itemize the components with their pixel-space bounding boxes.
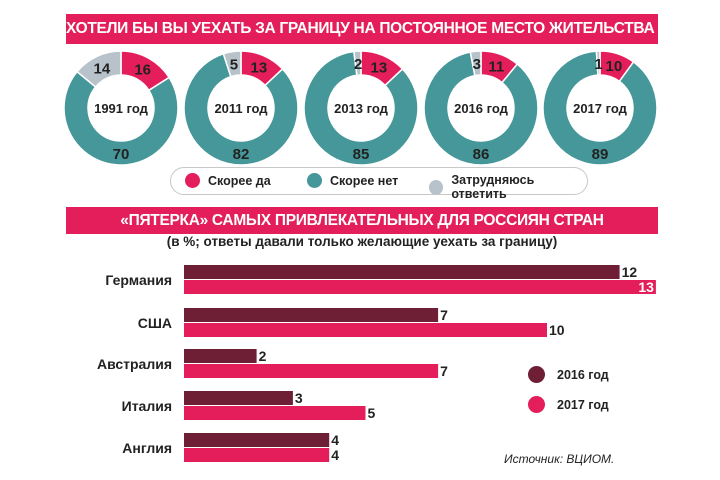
- donut-slice-unsure: [469, 50, 482, 77]
- bar-value-label: 2: [259, 348, 267, 364]
- donut-center-label: 2016 год: [454, 101, 509, 116]
- donut-value-yes: 16: [134, 62, 151, 79]
- legend-item-yes: Скорее да: [185, 173, 271, 188]
- legend-dot-no: [307, 173, 322, 188]
- source-note: Источник: ВЦИОМ.: [504, 452, 615, 466]
- donut-value-no: 82: [233, 146, 250, 163]
- donut-value-yes: 10: [606, 58, 623, 75]
- bar-2017: [184, 448, 330, 462]
- bar-value-label: 4: [331, 447, 339, 463]
- donut-center-label: 1991 год: [94, 101, 149, 116]
- bar-2016: [184, 433, 330, 447]
- donut-value-yes: 13: [251, 60, 268, 77]
- donut-value-unsure: 2: [354, 56, 362, 73]
- bar-category-label: Англия: [122, 440, 172, 456]
- bar-value-label: 7: [440, 363, 448, 379]
- donut-value-no: 86: [473, 146, 490, 163]
- donut-value-yes: 11: [488, 59, 504, 76]
- bar-2017: [184, 364, 439, 378]
- donut-legend: Скорее да Скорее нет Затрудняюсь ответит…: [170, 167, 588, 201]
- donut-value-no: 85: [353, 146, 370, 163]
- donut-center-label: 2017 год: [573, 101, 628, 116]
- bar-legend-2017: 2017 год: [528, 396, 609, 413]
- donut-value-unsure: 1: [594, 56, 602, 73]
- donut-slice-no: [63, 70, 179, 166]
- bar-2016: [184, 308, 439, 322]
- bar-value-label: 10: [549, 322, 565, 338]
- donut-value-no: 70: [113, 146, 130, 163]
- donut-value-unsure: 5: [230, 57, 238, 74]
- bar-category-label: Австралия: [97, 356, 172, 372]
- bar-category-label: США: [138, 315, 172, 331]
- bar-legend-2016: 2016 год: [528, 366, 609, 383]
- legend-dot-unsure: [429, 179, 444, 195]
- donut-slice-no: [303, 50, 419, 166]
- legend-label-no: Скорее нет: [330, 173, 399, 188]
- legend-dot-yes: [185, 173, 200, 188]
- donut-value-yes: 13: [371, 60, 388, 77]
- bar-legend-dot-2017: [528, 396, 545, 413]
- bar-legend-label-2016: 2016 год: [557, 367, 609, 382]
- bar-category-label: Италия: [122, 398, 172, 414]
- donut-center-label: 2013 год: [334, 101, 389, 116]
- donut-section-title: ХОТЕЛИ БЫ ВЫ УЕХАТЬ ЗА ГРАНИЦУ НА ПОСТОЯ…: [66, 14, 658, 44]
- bar-value-label: 12: [622, 264, 638, 280]
- donut-value-no: 89: [592, 146, 609, 163]
- donut-slice-no: [183, 52, 299, 166]
- bar-value-label: 5: [368, 405, 376, 421]
- bar-2016: [184, 349, 257, 363]
- legend-label-unsure: Затрудняюсь ответить: [451, 173, 535, 201]
- donut-slice-unsure: [595, 50, 601, 76]
- bar-2016: [184, 265, 620, 279]
- bar-legend-label-2017: 2017 год: [557, 397, 609, 412]
- legend-item-no: Скорее нет: [307, 173, 398, 188]
- bar-category-label: Германия: [105, 272, 172, 288]
- bar-2016: [184, 391, 293, 405]
- legend-item-unsure: Затрудняюсь ответить: [429, 173, 587, 201]
- bar-value-label: 7: [440, 307, 448, 323]
- legend-label-yes: Скорее да: [208, 173, 271, 188]
- bar-value-label: 3: [295, 390, 303, 406]
- bar-section-subtitle: (в %; ответы давали только желающие уеха…: [166, 234, 558, 249]
- bar-section-title: «ПЯТЕРКА» САМЫХ ПРИВЛЕКАТЕЛЬНЫХ ДЛЯ РОСС…: [66, 207, 658, 234]
- bar-value-label: 13: [638, 279, 654, 295]
- donut-slice-no: [542, 50, 658, 166]
- bar-legend-dot-2016: [528, 366, 545, 383]
- donut-value-unsure: 14: [93, 60, 110, 77]
- bar-2017: [184, 280, 656, 294]
- donut-slice-unsure: [222, 50, 242, 78]
- bar-2017: [184, 406, 366, 420]
- donut-slice-unsure: [76, 50, 122, 89]
- bar-value-label: 4: [331, 432, 339, 448]
- donut-center-label: 2011 год: [214, 101, 268, 116]
- donut-slice-unsure: [353, 50, 362, 77]
- bar-2017: [184, 323, 547, 337]
- donut-slice-no: [423, 51, 539, 166]
- donut-value-unsure: 3: [473, 56, 481, 73]
